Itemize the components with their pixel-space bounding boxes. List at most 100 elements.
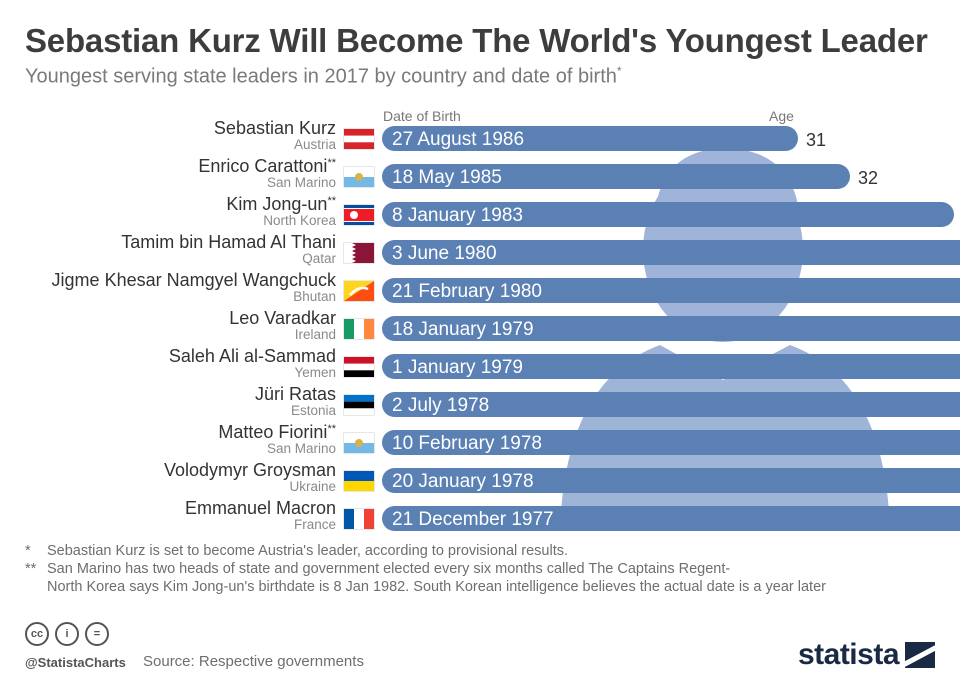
flag-france-icon — [343, 508, 375, 530]
footnotes: * Sebastian Kurz is set to become Austria… — [25, 542, 826, 596]
bar — [382, 468, 960, 493]
footnote-text: North Korea says Kim Jong-un's birthdate… — [47, 579, 826, 595]
flag-yemen-icon — [343, 356, 375, 378]
footnote-row: * Sebastian Kurz is set to become Austria… — [25, 542, 826, 560]
footnote-text: San Marino has two heads of state and go… — [47, 561, 731, 577]
bar-date-label: 2 July 1978 — [392, 395, 489, 416]
age-header: Age — [769, 108, 794, 124]
footnote-text: Sebastian Kurz is set to become Austria'… — [47, 543, 569, 559]
leader-name: Emmanuel Macron — [185, 498, 336, 518]
leader-name-text: Jüri Ratas — [255, 384, 336, 404]
leader-name: Sebastian Kurz — [214, 118, 336, 138]
flag-stripe — [344, 319, 354, 339]
leader-name: Leo Varadkar — [229, 308, 336, 328]
flag-stripe — [344, 481, 374, 491]
footnote-row: North Korea says Kim Jong-un's birthdate… — [25, 578, 826, 596]
age-value-label: 31 — [806, 130, 826, 150]
attribution-icon[interactable]: i — [55, 622, 79, 646]
no-derivatives-icon[interactable]: = — [85, 622, 109, 646]
country-name: Yemen — [294, 365, 336, 380]
flag-ukraine-icon — [343, 470, 375, 492]
bar — [382, 354, 960, 379]
bar-date-label: 27 August 1986 — [392, 129, 524, 150]
flag-stripe — [344, 443, 374, 453]
flag-emblem — [355, 439, 363, 447]
leader-name: Saleh Ali al-Sammad — [169, 346, 336, 366]
flag-stripe — [344, 135, 374, 143]
subtitle-footnote-mark: * — [616, 64, 622, 78]
flag-emblem — [355, 173, 363, 181]
flag-stripe — [344, 177, 374, 187]
creative-commons-icon[interactable]: cc — [25, 622, 49, 646]
leader-name-footnote-mark: ** — [327, 195, 336, 207]
country-name: Bhutan — [293, 289, 336, 304]
bar — [382, 316, 960, 341]
footnote-mark: ** — [25, 561, 37, 577]
leader-name: Volodymyr Groysman — [164, 460, 336, 480]
source-text: Source: Respective governments — [143, 653, 364, 670]
leader-name-text: Saleh Ali al-Sammad — [169, 346, 336, 366]
flag-san-marino-icon — [343, 432, 375, 454]
flag-stripe — [354, 319, 364, 339]
flag-ireland-icon — [343, 318, 375, 340]
flag-emblem — [350, 211, 358, 219]
age-value-label: 32 — [858, 168, 878, 188]
country-name: Estonia — [291, 403, 337, 418]
flag-north-korea-icon — [343, 204, 375, 226]
footnote-row: ** San Marino has two heads of state and … — [25, 560, 826, 578]
bar-date-label: 20 January 1978 — [392, 471, 534, 492]
flag-stripe — [344, 370, 374, 377]
country-name: San Marino — [267, 175, 336, 190]
flag-san-marino-icon — [343, 166, 375, 188]
flag-dragon — [349, 286, 369, 296]
footnote-mark — [25, 578, 47, 596]
leader-name-text: Tamim bin Hamad Al Thani — [121, 232, 336, 252]
flag-stripe — [344, 209, 374, 221]
flag-stripe — [344, 167, 374, 177]
flag-estonia-icon — [343, 394, 375, 416]
leader-name: Kim Jong-un** — [226, 194, 336, 214]
country-name: Ukraine — [289, 479, 336, 494]
leader-name: Jigme Khesar Namgyel Wangchuck — [52, 270, 337, 290]
flag-stripe — [344, 433, 374, 443]
country-name: Qatar — [302, 251, 336, 266]
bar-date-label: 10 February 1978 — [392, 433, 542, 454]
statista-handle[interactable]: @StatistaCharts — [25, 655, 126, 670]
leader-name-footnote-mark: ** — [327, 423, 336, 435]
leader-name-text: Leo Varadkar — [229, 308, 336, 328]
leader-name: Enrico Carattoni** — [198, 156, 336, 176]
bar — [382, 164, 850, 189]
flag-stripe — [344, 142, 374, 149]
flag-stripe — [344, 243, 352, 263]
leader-name-text: Kim Jong-un — [226, 194, 327, 214]
flag-stripe — [364, 509, 374, 529]
leader-name-text: Enrico Carattoni — [198, 156, 327, 176]
country-name: San Marino — [267, 441, 336, 456]
chart-subtitle: Youngest serving state leaders in 2017 b… — [25, 64, 622, 89]
bar — [382, 278, 960, 303]
flag-qatar-icon — [343, 242, 375, 264]
flag-stripe — [364, 319, 374, 339]
statista-logo-icon — [905, 642, 935, 668]
bar — [382, 240, 960, 265]
footer: cc i = @StatistaCharts Source: Respectiv… — [25, 622, 935, 677]
leader-name-text: Matteo Fiorini — [218, 422, 327, 442]
statista-logo[interactable]: statista — [798, 638, 935, 672]
date-of-birth-header: Date of Birth — [383, 108, 461, 124]
leader-name-text: Jigme Khesar Namgyel Wangchuck — [52, 270, 337, 290]
flag-stripe — [344, 401, 374, 409]
brand-name: statista — [797, 638, 900, 671]
leader-name: Matteo Fiorini** — [218, 422, 336, 442]
leader-name-text: Emmanuel Macron — [185, 498, 336, 518]
leader-name-text: Sebastian Kurz — [214, 118, 336, 138]
bar — [382, 506, 960, 531]
leader-name: Tamim bin Hamad Al Thani — [121, 232, 336, 252]
flag-stripe — [344, 363, 374, 371]
country-name: North Korea — [263, 213, 336, 228]
flag-stripe — [344, 509, 354, 529]
bar-date-label: 3 June 1980 — [392, 243, 497, 264]
bar-date-label: 18 January 1979 — [392, 319, 534, 340]
flag-serration — [352, 243, 356, 263]
leader-name-text: Volodymyr Groysman — [164, 460, 336, 480]
